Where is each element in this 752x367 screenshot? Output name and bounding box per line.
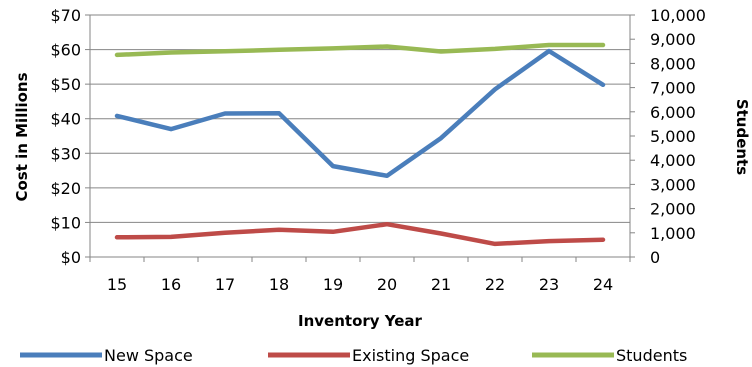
right-tick-label: 7,000 — [650, 79, 696, 98]
legend-label-students: Students — [616, 346, 687, 365]
x-tick-label: 24 — [593, 275, 613, 294]
right-tick-label: 9,000 — [650, 30, 696, 49]
right-tick-label: 8,000 — [650, 54, 696, 73]
y-axis-title-right: Students — [733, 99, 751, 175]
x-tick-label: 19 — [323, 275, 343, 294]
x-axis-title: Inventory Year — [298, 312, 423, 330]
right-tick-label: 10,000 — [650, 6, 706, 25]
legend: New Space Existing Space Students — [20, 346, 687, 365]
legend-label-new-space: New Space — [104, 346, 193, 365]
right-tick-label: 2,000 — [650, 200, 696, 219]
x-tick-label: 16 — [161, 275, 181, 294]
series-lines — [114, 42, 606, 247]
y-axis-title-left: Cost in Millions — [13, 72, 31, 201]
series-line-existing-space — [114, 221, 606, 247]
right-tick-label: 6,000 — [650, 103, 696, 122]
left-tick-label: $60 — [50, 41, 81, 60]
x-tick-label: 17 — [215, 275, 235, 294]
legend-label-existing-space: Existing Space — [352, 346, 469, 365]
x-tick-label: 18 — [269, 275, 289, 294]
left-tick-label: $70 — [50, 6, 81, 25]
x-tick-label: 15 — [107, 275, 127, 294]
series-line-new-space — [114, 48, 606, 179]
right-tick-label: 3,000 — [650, 175, 696, 194]
left-tick-label: $30 — [50, 144, 81, 163]
left-tick-label: $20 — [50, 179, 81, 198]
left-tick-label: $10 — [50, 213, 81, 232]
x-tick-label: 20 — [377, 275, 397, 294]
left-tick-label: $40 — [50, 110, 81, 129]
left-axis-ticks: $0 $10 $20 $30 $40 $50 $60 $70 — [50, 6, 81, 267]
left-tick-label: $0 — [61, 248, 81, 267]
right-axis-ticks: 0 1,000 2,000 3,000 4,000 5,000 6,000 7,000 8,00… — [650, 6, 706, 267]
x-axis-ticks: 15 16 17 18 19 20 21 22 23 24 — [107, 275, 613, 294]
right-tick-label: 5,000 — [650, 127, 696, 146]
x-tick-label: 21 — [431, 275, 451, 294]
x-tick-label: 22 — [485, 275, 505, 294]
right-tick-label: 0 — [650, 248, 660, 267]
left-tick-label: $50 — [50, 75, 81, 94]
right-tick-label: 1,000 — [650, 224, 696, 243]
series-line-students — [114, 42, 606, 58]
right-tick-label: 4,000 — [650, 151, 696, 170]
x-tick-label: 23 — [539, 275, 559, 294]
axes — [85, 14, 635, 262]
